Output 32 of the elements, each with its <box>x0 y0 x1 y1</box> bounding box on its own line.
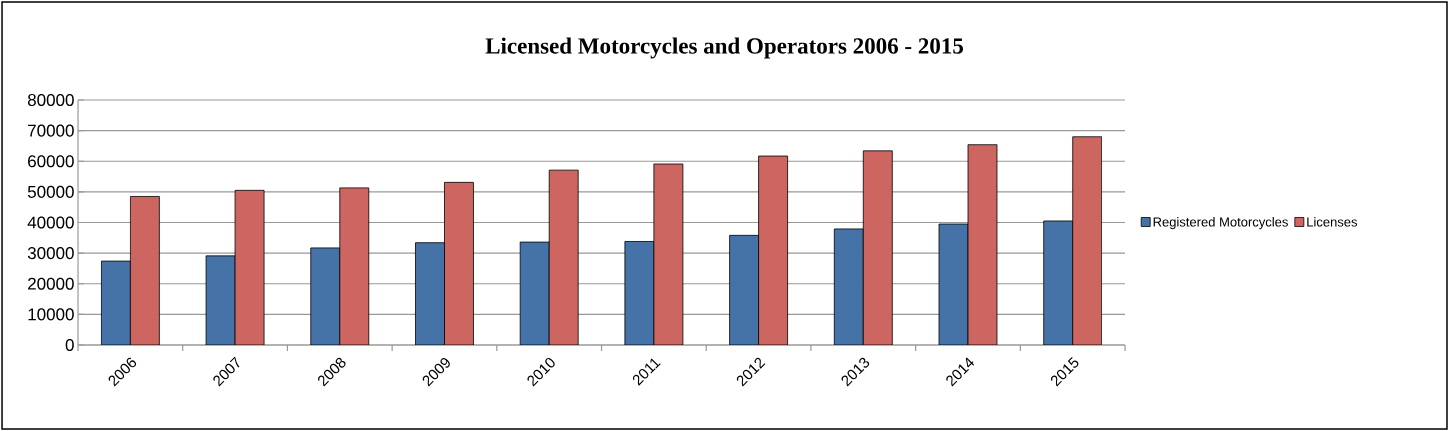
y-tick-label: 30000 <box>27 247 74 260</box>
y-tick-label: 0 <box>65 338 74 352</box>
bar <box>653 163 684 345</box>
y-tick-label: 70000 <box>28 124 74 137</box>
y-tick-label: 50000 <box>27 185 74 198</box>
chart-title: Licensed Motorcycles and Operators 2006 - 2015 <box>485 37 963 59</box>
bar <box>624 241 655 345</box>
bar <box>967 144 998 345</box>
bar <box>833 228 864 345</box>
bar <box>938 223 969 345</box>
bar <box>1072 136 1103 345</box>
y-tick-label: 80000 <box>27 93 74 107</box>
bar <box>758 155 788 345</box>
bar <box>548 169 579 345</box>
bar <box>444 181 474 345</box>
bar <box>310 247 341 345</box>
y-tick-label: 60000 <box>28 155 74 168</box>
y-tick-label: 10000 <box>28 308 74 321</box>
bar <box>100 260 131 345</box>
bar <box>205 255 236 345</box>
bar <box>339 187 370 345</box>
y-tick-label: 20000 <box>28 277 74 290</box>
bar <box>415 242 445 345</box>
bar <box>862 150 893 345</box>
bar <box>519 241 550 345</box>
bar <box>129 196 160 345</box>
y-tick-label: 40000 <box>27 216 74 229</box>
legend-label: Registered Motorcycles <box>1153 217 1288 230</box>
bar <box>234 189 265 345</box>
bar <box>729 234 759 345</box>
bar <box>1043 220 1074 345</box>
legend-label: Licenses <box>1307 217 1358 227</box>
